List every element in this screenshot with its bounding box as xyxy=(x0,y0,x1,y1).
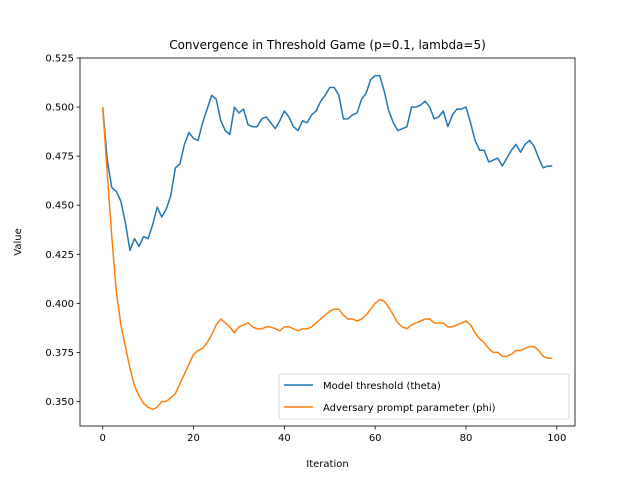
y-tick-label: 0.400 xyxy=(45,299,74,310)
x-tick-label: 80 xyxy=(460,433,473,444)
plot-area: 0 20 40 60 80 100 0.350 0.375 0.400 0.425 0.450 0.4… xyxy=(45,54,566,445)
x-tick-label: 100 xyxy=(547,433,566,444)
y-tick-label: 0.425 xyxy=(45,250,74,261)
x-axis-label: Iteration xyxy=(306,459,348,470)
legend-label-phi: Adversary prompt parameter (phi) xyxy=(323,403,496,414)
y-axis-label: Value xyxy=(13,228,24,255)
series-line-0 xyxy=(101,74,553,252)
y-tick-label: 0.450 xyxy=(45,201,74,212)
y-tick-label: 0.475 xyxy=(45,152,74,163)
series-line-1 xyxy=(101,107,553,411)
legend-label-theta: Model threshold (theta) xyxy=(323,381,441,392)
x-tick-label: 0 xyxy=(100,433,106,444)
legend-box xyxy=(278,373,570,420)
x-tick-label: 40 xyxy=(278,433,291,444)
legend: Model threshold (theta) Adversary prompt… xyxy=(278,373,570,420)
y-tick-label: 0.500 xyxy=(45,103,74,114)
chart-title: Convergence in Threshold Game (p=0.1, la… xyxy=(169,38,486,52)
x-tick-label: 20 xyxy=(187,433,200,444)
y-tick-label: 0.375 xyxy=(45,348,74,359)
x-tick-label: 60 xyxy=(369,433,382,444)
y-tick-label: 0.350 xyxy=(45,397,74,408)
axes-frame xyxy=(79,57,576,427)
y-tick-label: 0.525 xyxy=(45,54,74,65)
